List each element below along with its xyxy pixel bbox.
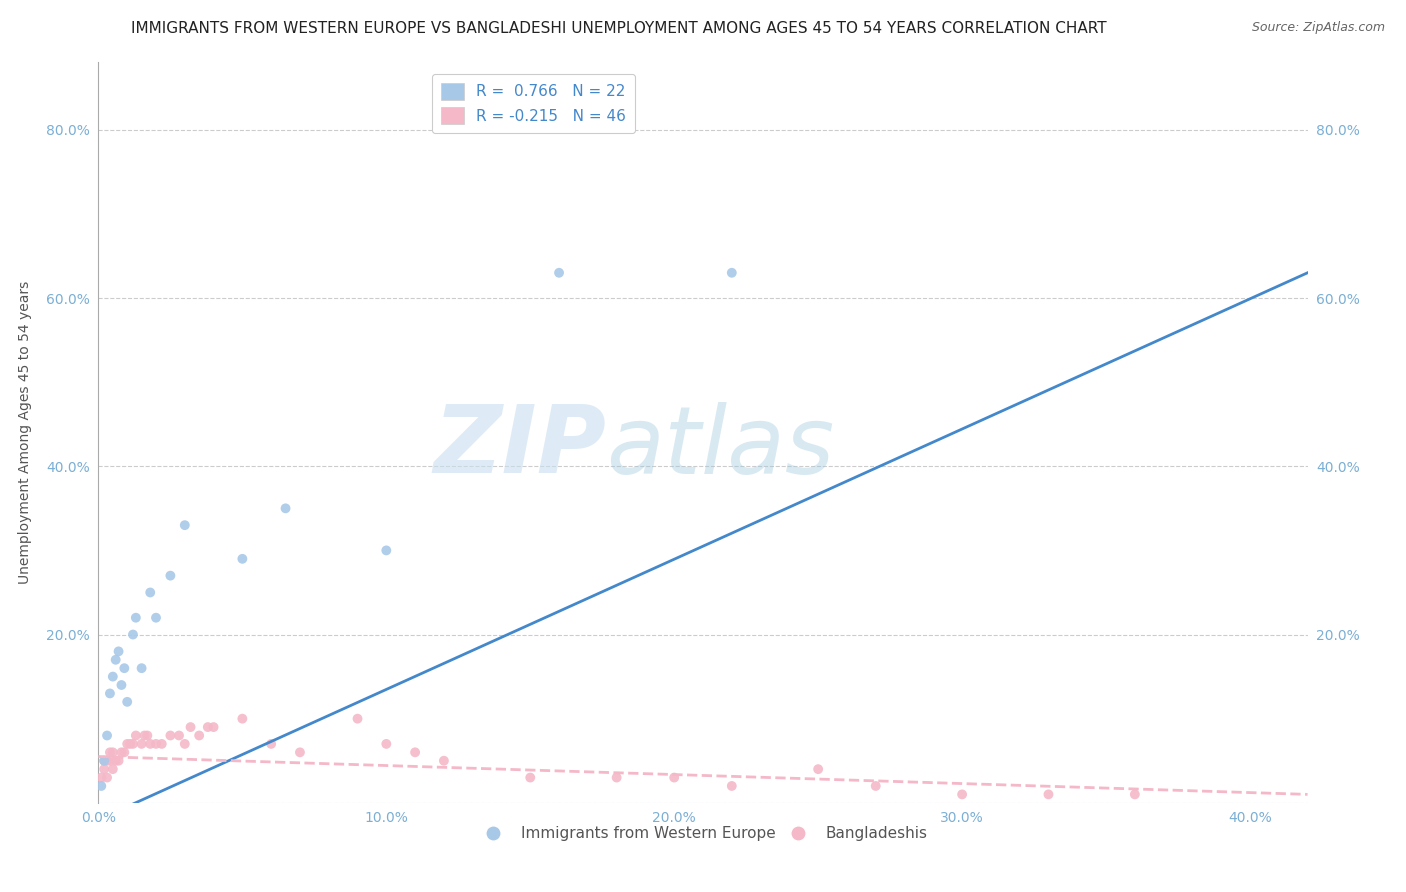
Point [110,678,132,692]
Point [159,568,181,582]
Point [404,745,426,759]
Point [112,745,135,759]
Point [720,779,742,793]
Point [433,754,456,768]
Text: IMMIGRANTS FROM WESTERN EUROPE VS BANGLADESHI UNEMPLOYMENT AMONG AGES 45 TO 54 Y: IMMIGRANTS FROM WESTERN EUROPE VS BANGLA… [131,21,1107,37]
Point [115,695,138,709]
Point [112,661,135,675]
Point [180,720,202,734]
Point [1123,788,1146,802]
Point [115,737,138,751]
Point [120,737,142,751]
Point [125,610,148,624]
Point [101,762,124,776]
Point [375,543,398,558]
Point [865,779,887,793]
Point [107,644,129,658]
Point [139,737,162,751]
Point [288,745,311,759]
Point [145,737,167,751]
Point [202,720,225,734]
Point [197,720,219,734]
Point [548,266,571,280]
Point [98,686,121,700]
Point [122,737,145,751]
Point [96,771,118,785]
Point [107,754,129,768]
Point [131,661,153,675]
Point [1038,788,1060,802]
Point [98,754,121,768]
Point [260,737,283,751]
Point [104,754,127,768]
Point [167,729,190,743]
Text: atlas: atlas [606,402,835,493]
Point [134,729,156,743]
Point [104,653,127,667]
Point [90,771,112,785]
Point [173,737,195,751]
Point [346,712,368,726]
Point [131,737,153,751]
Point [950,788,973,802]
Point [90,779,112,793]
Point [145,610,167,624]
Point [101,745,124,759]
Point [139,585,162,599]
Point [274,501,297,516]
Point [231,712,253,726]
Text: ZIP: ZIP [433,401,606,493]
Point [159,729,181,743]
Point [93,754,115,768]
Point [98,745,121,759]
Point [93,762,115,776]
Point [519,771,541,785]
Point [664,771,686,785]
Point [188,729,211,743]
Legend: Immigrants from Western Europe, Bangladeshis: Immigrants from Western Europe, Banglade… [472,820,934,847]
Point [375,737,398,751]
Point [136,729,159,743]
Point [125,729,148,743]
Point [606,771,628,785]
Point [173,518,195,533]
Point [96,754,118,768]
Point [96,729,118,743]
Point [93,754,115,768]
Text: Source: ZipAtlas.com: Source: ZipAtlas.com [1251,21,1385,35]
Point [110,745,132,759]
Point [150,737,173,751]
Y-axis label: Unemployment Among Ages 45 to 54 years: Unemployment Among Ages 45 to 54 years [18,281,32,584]
Point [122,627,145,641]
Point [231,551,253,566]
Point [101,670,124,684]
Point [807,762,830,776]
Point [720,266,742,280]
